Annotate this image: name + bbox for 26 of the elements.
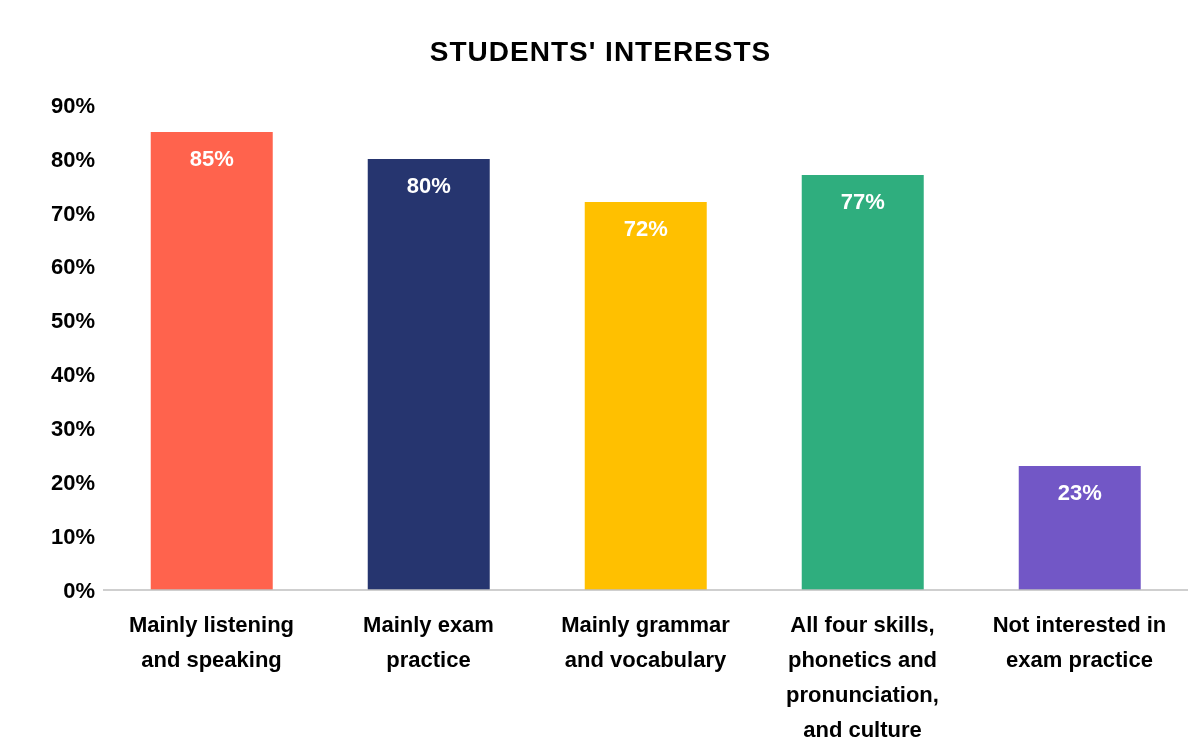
y-tick-label: 90%	[50, 92, 95, 118]
chart-title: STUDENTS' INTERESTS	[428, 35, 773, 69]
bar	[150, 131, 273, 590]
bar	[584, 202, 707, 590]
bar	[1018, 466, 1141, 590]
data-label: 85%	[189, 145, 234, 171]
y-tick-label: 60%	[50, 254, 95, 280]
y-tick-label: 70%	[50, 200, 95, 226]
data-label: 80%	[406, 172, 451, 198]
y-tick-label: 10%	[50, 523, 95, 549]
data-label: 77%	[840, 188, 885, 214]
data-label: 23%	[1057, 479, 1102, 505]
bar	[801, 175, 924, 590]
y-tick-label: 80%	[50, 146, 95, 172]
x-tick-label: All four skills, phonetics and pronunciation, and culture	[786, 612, 939, 742]
data-label: 72%	[623, 215, 668, 241]
x-tick-label: Not interested in exam practice	[992, 612, 1167, 672]
y-tick-label: 40%	[50, 362, 95, 388]
bar	[367, 158, 490, 590]
y-tick-label: 0%	[63, 577, 95, 603]
y-tick-label: 30%	[50, 416, 95, 442]
x-tick-label: Mainly grammar and vocabulary	[561, 612, 731, 672]
x-tick-label: Mainly listening and speaking	[128, 612, 295, 672]
y-tick-label: 50%	[50, 308, 95, 334]
y-tick-label: 20%	[50, 470, 95, 496]
x-tick-label: Mainly exam practice	[363, 612, 494, 672]
